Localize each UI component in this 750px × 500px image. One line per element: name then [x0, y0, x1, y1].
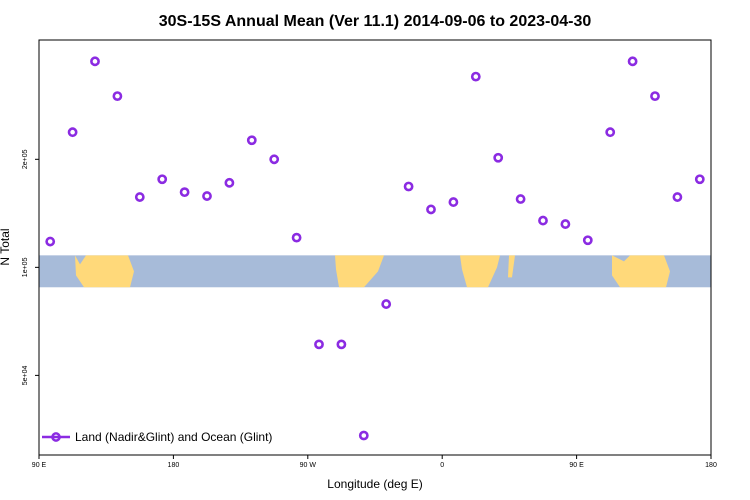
x-tick-label: 90 E — [32, 462, 47, 469]
x-tick-label: 180 — [168, 462, 180, 469]
data-points — [45, 56, 705, 441]
y-tick-label: 5e+04 — [22, 365, 29, 385]
data-point — [426, 204, 436, 215]
data-point — [336, 339, 347, 350]
data-point — [403, 181, 414, 192]
data-point — [448, 197, 459, 207]
x-tick-label: 90 W — [300, 462, 317, 469]
data-point — [246, 135, 257, 146]
data-point — [112, 91, 123, 102]
data-point — [672, 192, 683, 202]
data-point — [582, 235, 593, 246]
data-point — [650, 91, 660, 102]
data-point — [605, 127, 616, 138]
x-tick-label: 180 — [705, 462, 717, 469]
map-landmass — [335, 255, 384, 288]
map-landmass — [75, 255, 134, 288]
x-axis-label: Longitude (deg E) — [327, 477, 422, 491]
x-axis: 90 E 180 90 W 0 90 E 180 — [32, 455, 717, 469]
data-point — [134, 192, 145, 202]
data-point — [224, 177, 235, 188]
data-point — [157, 174, 168, 185]
y-axis: 5e+04 1e+05 2e+05 — [22, 149, 39, 385]
chart-title: 30S-15S Annual Mean (Ver 11.1) 2014-09-0… — [159, 13, 592, 30]
y-axis-label: N Total — [0, 228, 12, 265]
data-point — [67, 127, 78, 138]
data-point — [358, 430, 369, 441]
data-point — [314, 339, 324, 350]
data-point — [291, 232, 302, 243]
data-point — [202, 191, 212, 201]
legend-label: Land (Nadir&Glint) and Ocean (Glint) — [75, 430, 272, 444]
y-tick-label: 2e+05 — [22, 149, 29, 169]
data-point — [493, 152, 504, 163]
data-point — [627, 56, 638, 67]
data-point — [90, 56, 100, 67]
plot-frame — [38, 39, 712, 456]
data-point — [381, 299, 392, 309]
data-point — [179, 187, 190, 198]
x-tick-label: 90 E — [569, 462, 584, 469]
legend: Land (Nadir&Glint) and Ocean (Glint) — [42, 430, 272, 444]
map-landmass — [508, 255, 515, 278]
legend-marker — [51, 432, 61, 442]
data-point — [470, 71, 481, 82]
map-strip — [39, 255, 711, 288]
map-landmass — [612, 255, 670, 288]
map-landmass — [460, 255, 500, 288]
data-point — [538, 215, 548, 226]
data-point — [560, 219, 571, 229]
data-point — [515, 194, 526, 204]
data-point — [45, 236, 56, 247]
data-point — [269, 154, 280, 165]
y-tick-label: 1e+05 — [22, 257, 29, 277]
x-tick-label: 0 — [440, 462, 444, 469]
data-point — [694, 174, 705, 185]
